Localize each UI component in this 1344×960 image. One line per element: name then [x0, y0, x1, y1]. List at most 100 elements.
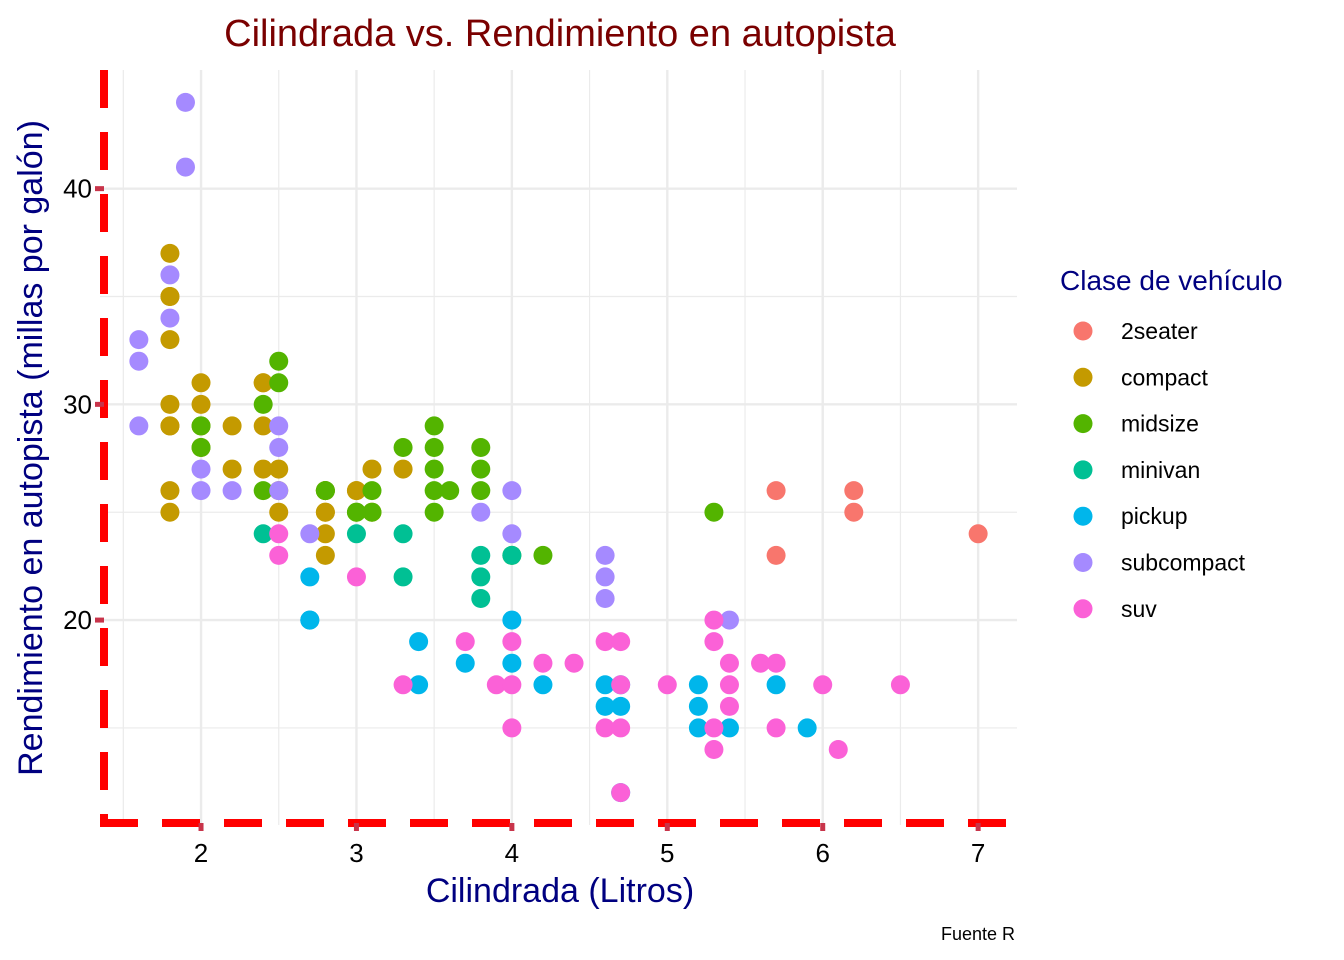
- plot-border: [100, 70, 1017, 827]
- data-point-midsize: [191, 438, 211, 457]
- data-point-suv: [766, 653, 786, 673]
- data-point-compact: [253, 416, 273, 436]
- data-point-suv: [813, 675, 833, 695]
- data-point-midsize: [471, 438, 491, 457]
- legend-item-suv: suv: [1073, 596, 1157, 622]
- y-tick-label: 30: [63, 389, 92, 419]
- legend-item-minivan: minivan: [1073, 457, 1200, 483]
- data-point-compact: [160, 287, 180, 306]
- data-point-midsize: [269, 373, 289, 393]
- data-point-minivan: [393, 567, 413, 587]
- data-point-midsize: [424, 481, 444, 501]
- data-point-minivan: [393, 524, 413, 544]
- legend: Clase de vehículo 2seater compact midsize m…: [1060, 265, 1283, 622]
- data-point-suv: [719, 696, 739, 716]
- data-point-midsize: [704, 502, 724, 522]
- data-point-suv: [890, 675, 910, 695]
- data-point-pickup: [300, 567, 320, 587]
- x-tick-label: 2: [194, 838, 208, 868]
- data-points: [129, 92, 988, 803]
- x-tick-label: 6: [815, 838, 829, 868]
- data-point-midsize: [191, 416, 211, 436]
- data-point-pickup: [502, 610, 522, 630]
- data-point-pickup: [502, 653, 522, 673]
- data-point-pickup: [595, 696, 615, 716]
- data-point-pickup: [797, 718, 817, 738]
- data-point-midsize: [315, 481, 335, 501]
- data-point-suv: [719, 653, 739, 673]
- data-point-suv: [611, 783, 631, 803]
- legend-label-compact: compact: [1121, 364, 1209, 390]
- axis-ticks: 2 3 4 5 6 7 20 30 40: [63, 174, 985, 868]
- data-point-2seater: [844, 481, 864, 501]
- data-point-suv: [533, 653, 553, 673]
- data-point-compact: [191, 373, 211, 393]
- data-point-compact: [253, 373, 273, 393]
- data-point-suv: [502, 718, 522, 738]
- legend-label-suv: suv: [1121, 596, 1157, 622]
- data-point-subcompact: [595, 545, 615, 565]
- data-point-subcompact: [300, 524, 320, 544]
- y-axis-label: Rendimiento en autopista (millas por gal…: [12, 120, 50, 776]
- data-point-subcompact: [595, 589, 615, 608]
- data-point-compact: [315, 502, 335, 522]
- data-point-suv: [704, 610, 724, 630]
- legend-label-2seater: 2seater: [1121, 318, 1198, 344]
- data-point-subcompact: [129, 351, 149, 371]
- caption: Fuente R: [941, 924, 1015, 944]
- data-point-compact: [315, 545, 335, 565]
- data-point-minivan: [346, 524, 366, 544]
- data-point-subcompact: [160, 265, 180, 285]
- data-point-compact: [393, 459, 413, 479]
- data-point-suv: [486, 675, 506, 695]
- x-tick-label: 3: [349, 838, 363, 868]
- legend-item-subcompact: subcompact: [1073, 550, 1246, 576]
- data-point-suv: [269, 545, 289, 565]
- chart-title: Cilindrada vs. Rendimiento en autopista: [224, 13, 897, 55]
- data-point-pickup: [409, 632, 429, 652]
- legend-key-2seater: [1073, 321, 1093, 341]
- data-point-suv: [611, 718, 631, 738]
- data-point-midsize: [362, 481, 382, 501]
- data-point-suv: [751, 653, 771, 673]
- data-point-suv: [502, 675, 522, 695]
- legend-label-minivan: minivan: [1121, 457, 1200, 483]
- data-point-suv: [595, 632, 615, 652]
- data-point-midsize: [424, 416, 444, 436]
- data-point-subcompact: [175, 157, 195, 177]
- data-point-suv: [346, 567, 366, 587]
- data-point-minivan: [471, 589, 491, 608]
- data-point-minivan: [253, 524, 273, 544]
- data-point-midsize: [253, 481, 273, 501]
- legend-key-suv: [1073, 599, 1093, 619]
- data-point-subcompact: [269, 416, 289, 436]
- legend-key-minivan: [1073, 460, 1093, 480]
- y-tick-label: 20: [63, 605, 92, 635]
- data-point-suv: [455, 632, 475, 652]
- data-point-subcompact: [191, 459, 211, 479]
- data-point-2seater: [844, 502, 864, 522]
- data-point-suv: [657, 675, 677, 695]
- legend-key-midsize: [1073, 414, 1093, 434]
- legend-key-subcompact: [1073, 553, 1093, 572]
- legend-label-pickup: pickup: [1121, 503, 1187, 529]
- data-point-pickup: [595, 675, 615, 695]
- data-point-suv: [704, 740, 724, 759]
- data-point-midsize: [471, 481, 491, 501]
- data-point-midsize: [346, 502, 366, 522]
- data-point-midsize: [424, 438, 444, 457]
- legend-title: Clase de vehículo: [1060, 265, 1283, 296]
- data-point-pickup: [719, 718, 739, 738]
- data-point-compact: [362, 459, 382, 479]
- data-point-suv: [766, 718, 786, 738]
- data-point-suv: [611, 675, 631, 695]
- legend-key-compact: [1073, 367, 1093, 387]
- data-point-compact: [160, 502, 180, 522]
- data-point-pickup: [688, 675, 708, 695]
- data-point-compact: [222, 416, 242, 436]
- data-point-subcompact: [191, 481, 211, 501]
- data-point-midsize: [533, 545, 553, 565]
- data-point-suv: [704, 718, 724, 738]
- data-point-suv: [704, 632, 724, 652]
- legend-label-subcompact: subcompact: [1121, 550, 1246, 576]
